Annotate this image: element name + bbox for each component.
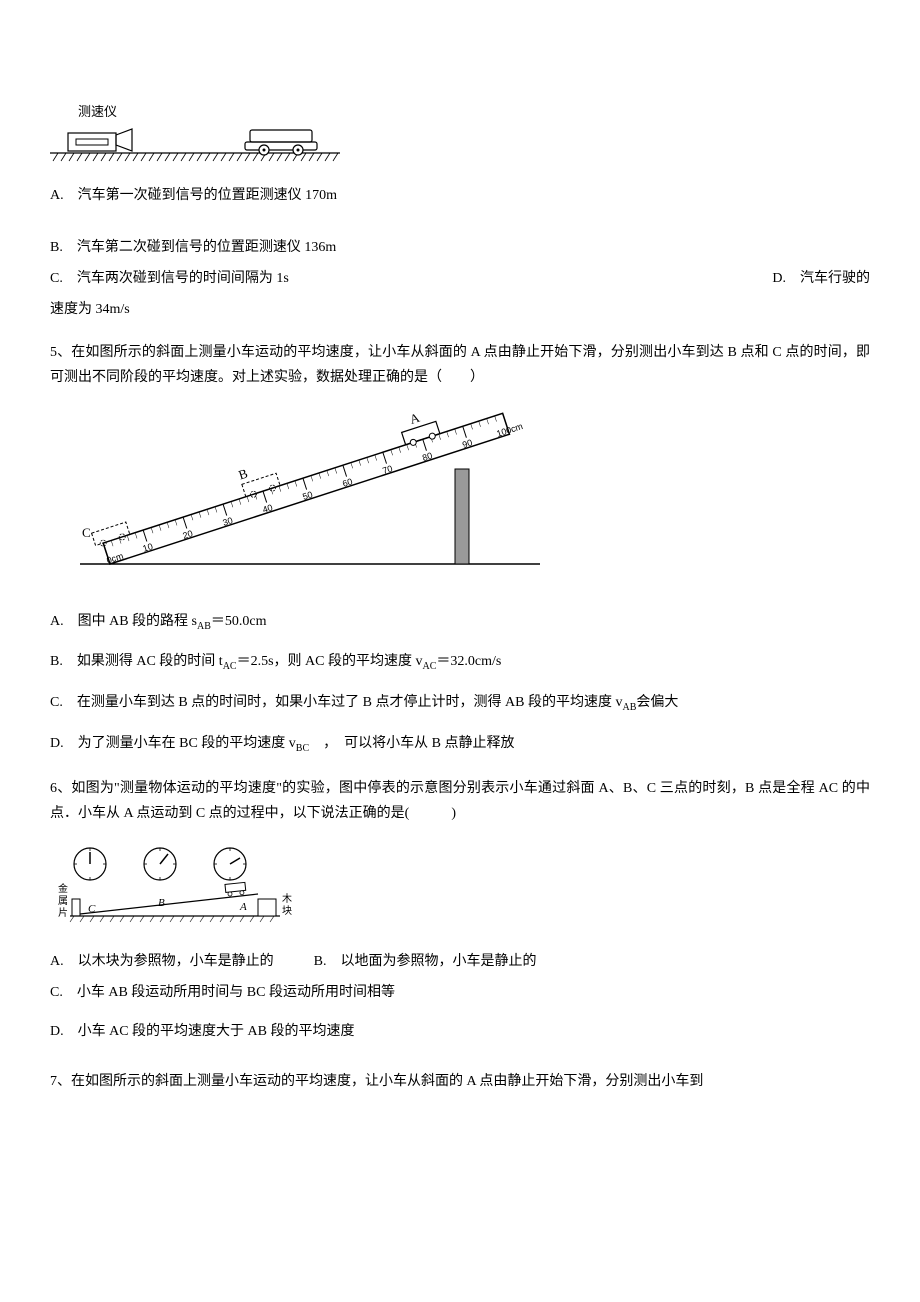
q5-option-c: C. 在测量小车到达 B 点的时间时，如果小车过了 B 点才停止计时，测得 AB… <box>50 690 870 717</box>
speed-detector-svg <box>50 125 340 163</box>
stopwatches-svg: 金 属 片 木 块 C B A <box>50 844 310 929</box>
q5-option-d: D. 为了测量小车在 BC 段的平均速度 vBC ， 可以将小车从 B 点静止释… <box>50 731 870 758</box>
svg-text:片: 片 <box>58 906 68 919</box>
svg-text:木: 木 <box>282 893 292 905</box>
svg-text:B: B <box>237 465 250 482</box>
q7-stem: 7、在如图所示的斜面上测量小车运动的平均速度，让小车从斜面的 A 点由静止开始下… <box>50 1069 870 1094</box>
figure-stopwatches: 金 属 片 木 块 C B A <box>50 844 870 929</box>
svg-text:B: B <box>158 897 165 909</box>
q4-option-d2: 速度为 34m/s <box>50 297 870 322</box>
q4-options-cd: C. 汽车两次碰到信号的时间间隔为 1s D. 汽车行驶的 <box>50 266 870 291</box>
svg-text:属: 属 <box>58 895 68 907</box>
svg-text:C: C <box>88 903 96 915</box>
svg-text:块: 块 <box>282 905 292 917</box>
point-c-label: C <box>82 525 91 540</box>
figure-speed-detector: 测速仪 <box>50 100 870 163</box>
inclined-ruler-svg: 0cm 10 20 30 40 50 60 70 80 90 100cm A B <box>50 409 550 589</box>
svg-text:金: 金 <box>58 882 68 895</box>
q4-option-d: D. 汽车行驶的 <box>772 266 870 291</box>
q4-option-b: B. 汽车第二次碰到信号的位置距测速仪 136m <box>50 235 870 260</box>
figure-label: 测速仪 <box>78 100 870 123</box>
q6-option-d: D. 小车 AC 段的平均速度大于 AB 段的平均速度 <box>50 1019 870 1044</box>
svg-text:A: A <box>239 901 247 913</box>
q4-option-a: A. 汽车第一次碰到信号的位置距测速仪 170m <box>50 183 870 208</box>
q5-option-a: A. 图中 AB 段的路程 sAB＝50.0cm <box>50 609 870 636</box>
q4-option-c: C. 汽车两次碰到信号的时间间隔为 1s <box>50 271 289 286</box>
q6-option-b: B. 以地面为参照物，小车是静止的 <box>314 949 537 974</box>
svg-text:A: A <box>408 409 422 426</box>
q6-stem: 6、如图为"测量物体运动的平均速度"的实验，图中停表的示意图分别表示小车通过斜面… <box>50 776 870 826</box>
q6-options-ab: A. 以木块为参照物，小车是静止的 B. 以地面为参照物，小车是静止的 <box>50 949 870 974</box>
q5-option-b: B. 如果测得 AC 段的时间 tAC＝2.5s，则 AC 段的平均速度 vAC… <box>50 649 870 676</box>
q6-option-c: C. 小车 AB 段运动所用时间与 BC 段运动所用时间相等 <box>50 980 870 1005</box>
q6-option-a: A. 以木块为参照物，小车是静止的 <box>50 949 274 974</box>
figure-inclined-ruler: 0cm 10 20 30 40 50 60 70 80 90 100cm A B <box>50 409 870 589</box>
q5-stem: 5、在如图所示的斜面上测量小车运动的平均速度，让小车从斜面的 A 点由静止开始下… <box>50 340 870 390</box>
